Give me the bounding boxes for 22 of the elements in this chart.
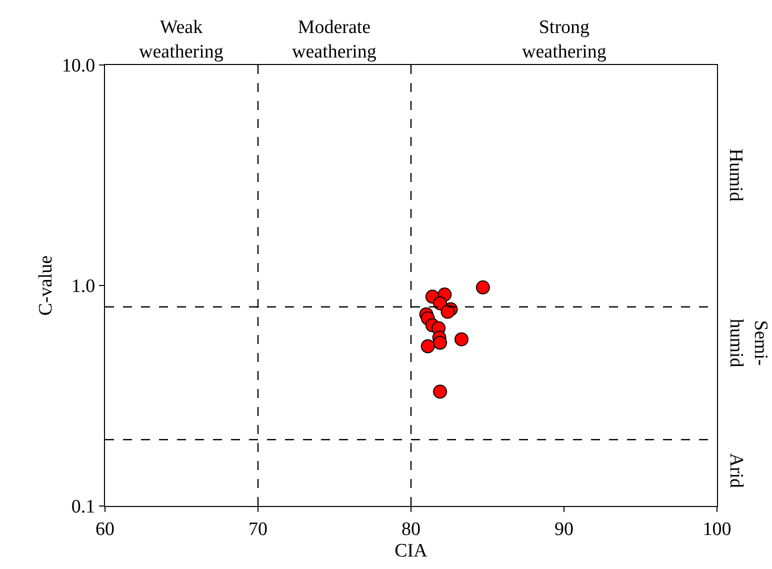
text: Weak weathering <box>139 17 224 63</box>
x-tick-label: 100 <box>702 518 732 540</box>
x-axis-title: CIA <box>394 540 428 562</box>
x-tick-label: 90 <box>554 518 574 540</box>
text: Arid <box>725 453 746 488</box>
y-tick-label: 1.0 <box>71 276 96 298</box>
x-tick-label: 60 <box>96 518 114 540</box>
text: Strong weathering <box>522 17 607 63</box>
y-tick-label: 0.1 <box>71 496 96 518</box>
point <box>433 384 448 399</box>
point <box>476 280 490 294</box>
point <box>420 339 435 354</box>
point <box>433 336 448 350</box>
x-tick-label: 70 <box>248 518 268 540</box>
point <box>454 332 468 346</box>
text: Semi- humid <box>725 318 771 368</box>
y-axis-title: C-value <box>36 255 57 316</box>
y-tick-label: 10.0 <box>62 56 96 77</box>
x-tick-label: 80 <box>402 518 420 540</box>
point <box>440 304 455 319</box>
text: Humid <box>724 148 746 202</box>
text: Moderate weathering <box>292 17 377 63</box>
